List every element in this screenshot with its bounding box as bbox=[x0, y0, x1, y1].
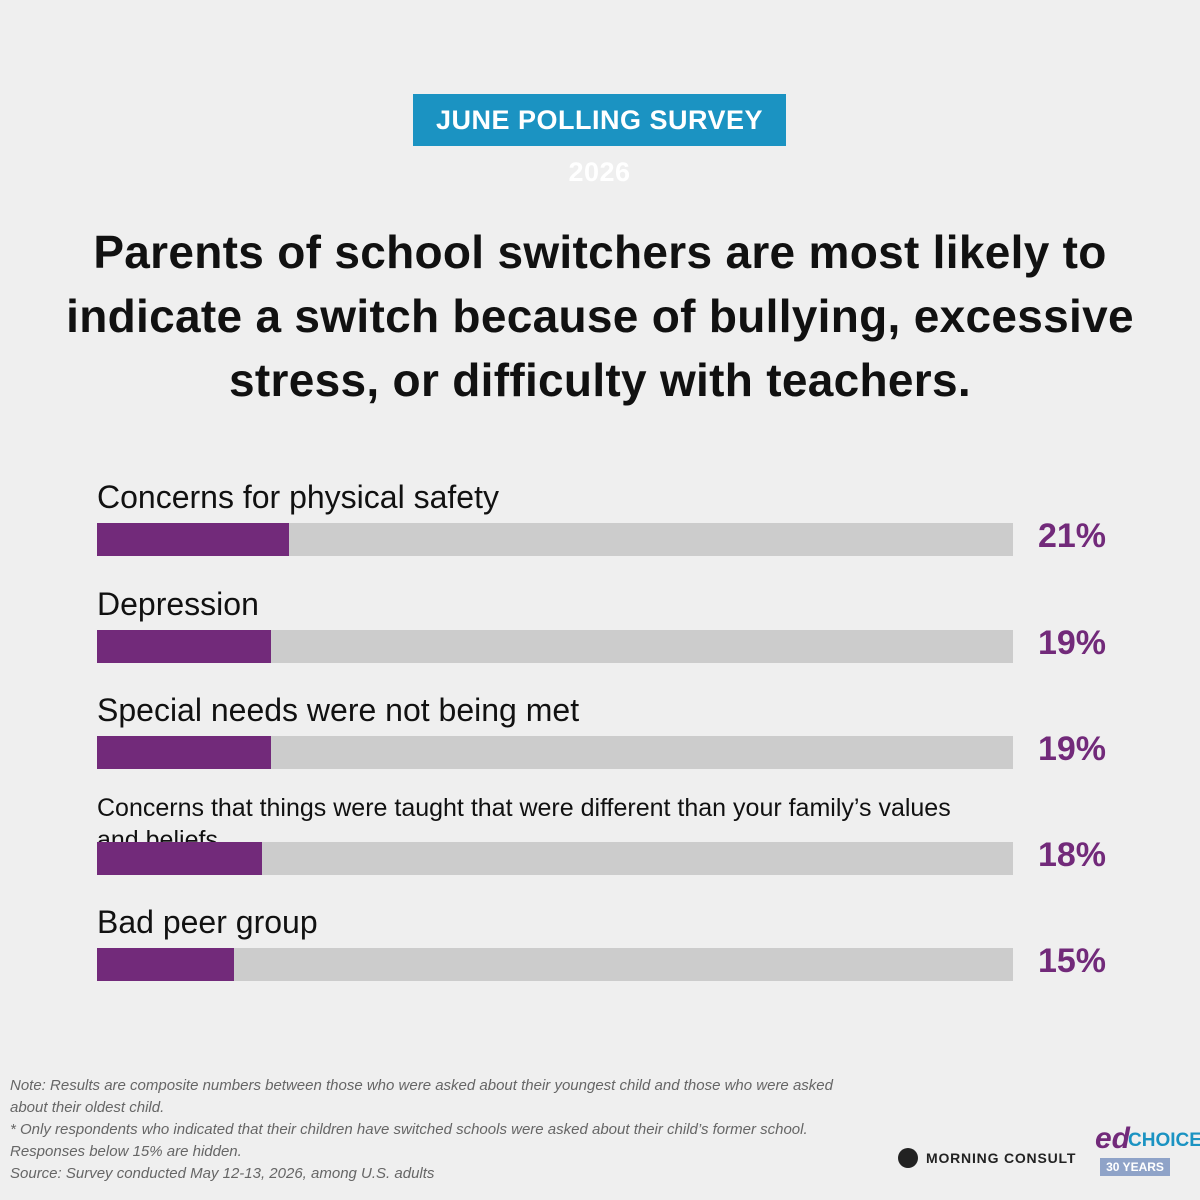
bar-track bbox=[97, 842, 1013, 875]
bar bbox=[97, 523, 290, 556]
chart-title: Parents of school switchers are most lik… bbox=[66, 226, 1134, 406]
anniversary-ribbon: 30 YEARS bbox=[1100, 1158, 1170, 1176]
value-label: 21% bbox=[1037, 517, 1106, 555]
value-label: 19% bbox=[1037, 624, 1106, 662]
value-label: 15% bbox=[1037, 942, 1106, 980]
value-label: 18% bbox=[1037, 836, 1106, 874]
bar bbox=[97, 948, 235, 981]
note-line: Source: Survey conducted May 12-13, 2026… bbox=[10, 1165, 435, 1182]
value-label: 19% bbox=[1037, 730, 1106, 768]
bar bbox=[97, 630, 272, 663]
note-line: Note: Results are composite numbers betw… bbox=[10, 1077, 833, 1116]
logo-icon bbox=[898, 1148, 918, 1168]
category-label: Bad peer group bbox=[97, 904, 318, 940]
category-label: Concerns for physical safety bbox=[97, 479, 499, 515]
bar-track bbox=[97, 736, 1013, 769]
bar-track bbox=[97, 948, 1013, 981]
badge: JUNE POLLING SURVEY 2026 bbox=[413, 94, 786, 187]
edchoice-ed: ed bbox=[1095, 1122, 1131, 1155]
notes: Note: Results are composite numbers betw… bbox=[10, 1075, 870, 1185]
logo-text: MORNING CONSULT bbox=[926, 1150, 1077, 1166]
note-line: * Only respondents who indicated that th… bbox=[10, 1121, 808, 1160]
bar-track bbox=[97, 523, 1013, 556]
category-label: Special needs were not being met bbox=[97, 692, 580, 728]
edchoice-choice: CHOICE bbox=[1128, 1130, 1200, 1151]
category-label: Depression bbox=[97, 586, 259, 622]
bar bbox=[97, 842, 262, 875]
bar bbox=[97, 736, 272, 769]
morning-consult-logo: MORNING CONSULT bbox=[898, 1148, 1076, 1168]
bar-track bbox=[97, 630, 1013, 663]
